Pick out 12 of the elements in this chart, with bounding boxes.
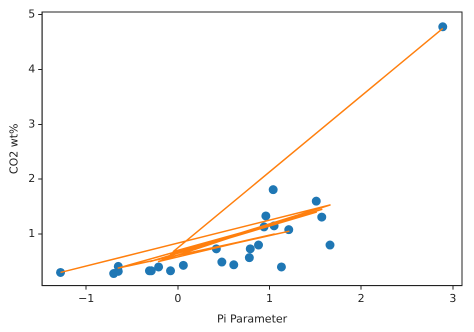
x-axis-title: Pi Parameter [217,312,288,326]
y-tick-label: 4 [28,62,36,76]
y-tick-label: 5 [28,8,36,21]
x-tick-label: 3 [449,292,456,306]
x-tick-label: −1 [78,292,94,306]
y-tick-label: 2 [28,172,36,186]
y-tick-label: 1 [28,226,36,240]
x-tick-label: 1 [266,292,274,306]
y-tick-label: 3 [28,117,36,130]
x-tick-label: 0 [174,292,182,306]
y-axis-title: CO2 wt% [7,123,20,174]
x-tick-label: 2 [358,292,365,306]
